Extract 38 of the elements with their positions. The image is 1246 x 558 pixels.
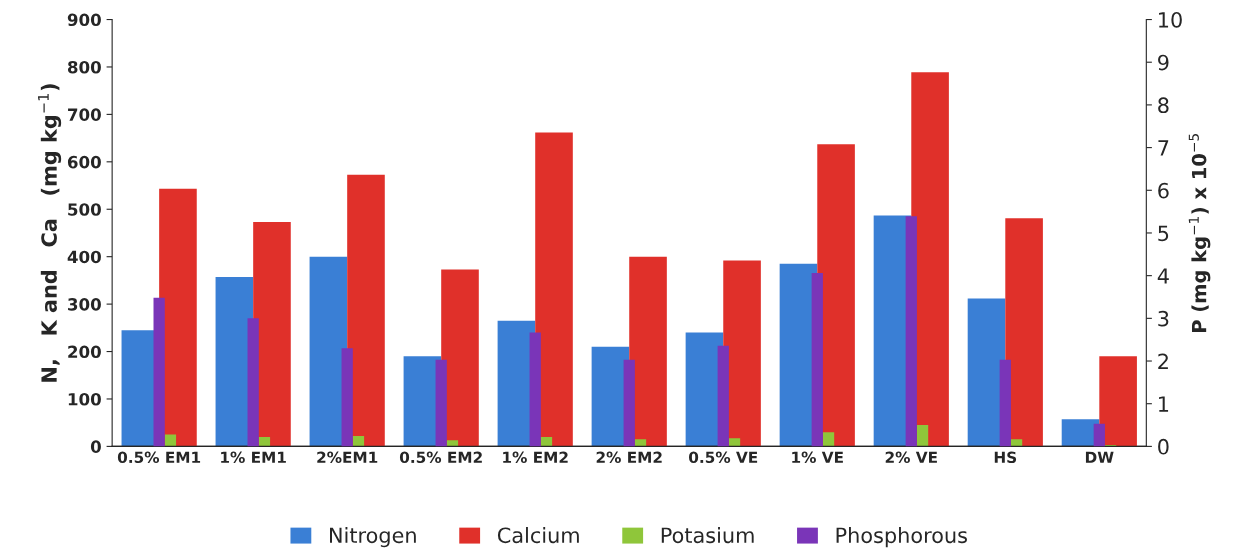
x-tick-label: 2% EM2	[596, 451, 662, 464]
y-tick-label: 600	[67, 155, 101, 169]
y-tick-label: 300	[68, 298, 101, 311]
y-tick-label: 400	[67, 250, 101, 264]
x-tick-label: 0.5% EM1	[117, 451, 201, 464]
y-tick-label: 0	[90, 440, 101, 453]
x-tick-label: 2% VE	[885, 451, 937, 464]
legend-label: Calcium	[497, 527, 579, 544]
x-tick-label: DW	[1085, 451, 1114, 463]
x-tick-label: 1% EM1	[221, 451, 286, 464]
x-tick-label: 1% EM2	[503, 451, 568, 464]
y2-tick-label: 0	[1158, 438, 1169, 455]
y2-tick-label: 10	[1159, 11, 1182, 28]
y2-tick-label: 1	[1159, 396, 1169, 412]
y-axis-title: N, K and Ca (mg kg$^{−1}$)	[38, 84, 62, 382]
x-tick-label: 2%EM1	[317, 451, 378, 464]
y2-tick-label: 4	[1157, 268, 1169, 284]
y-tick-label: 800	[67, 60, 101, 74]
x-tick-label: 0.5% VE	[689, 451, 758, 464]
y-tick-label: 700	[68, 108, 101, 121]
y2-tick-label: 5	[1158, 225, 1169, 242]
legend-label: Nitrogen	[330, 527, 416, 548]
y2-tick-label: 2	[1158, 353, 1168, 369]
x-tick-label: HS	[994, 451, 1017, 464]
x-tick-label: 1% VE	[792, 451, 843, 464]
y-tick-label: 500	[68, 203, 101, 216]
y2-tick-label: 9	[1158, 54, 1169, 71]
y2-tick-label: 3	[1158, 310, 1169, 327]
y-tick-label: 100	[68, 392, 101, 406]
y2-tick-label: 8	[1158, 97, 1169, 114]
y2-axis-title: P (mg kg$^{−1}$) x 10$^{−5}$	[1188, 134, 1211, 332]
y-tick-label: 200	[68, 345, 101, 359]
y2-tick-label: 7	[1158, 140, 1169, 156]
x-tick-label: 0.5% EM2	[399, 451, 482, 464]
legend-label: Potasium	[661, 527, 754, 544]
y2-tick-label: 6	[1158, 182, 1169, 199]
legend-label: Phosphorous	[836, 527, 967, 548]
y-tick-label: 900	[67, 13, 101, 27]
